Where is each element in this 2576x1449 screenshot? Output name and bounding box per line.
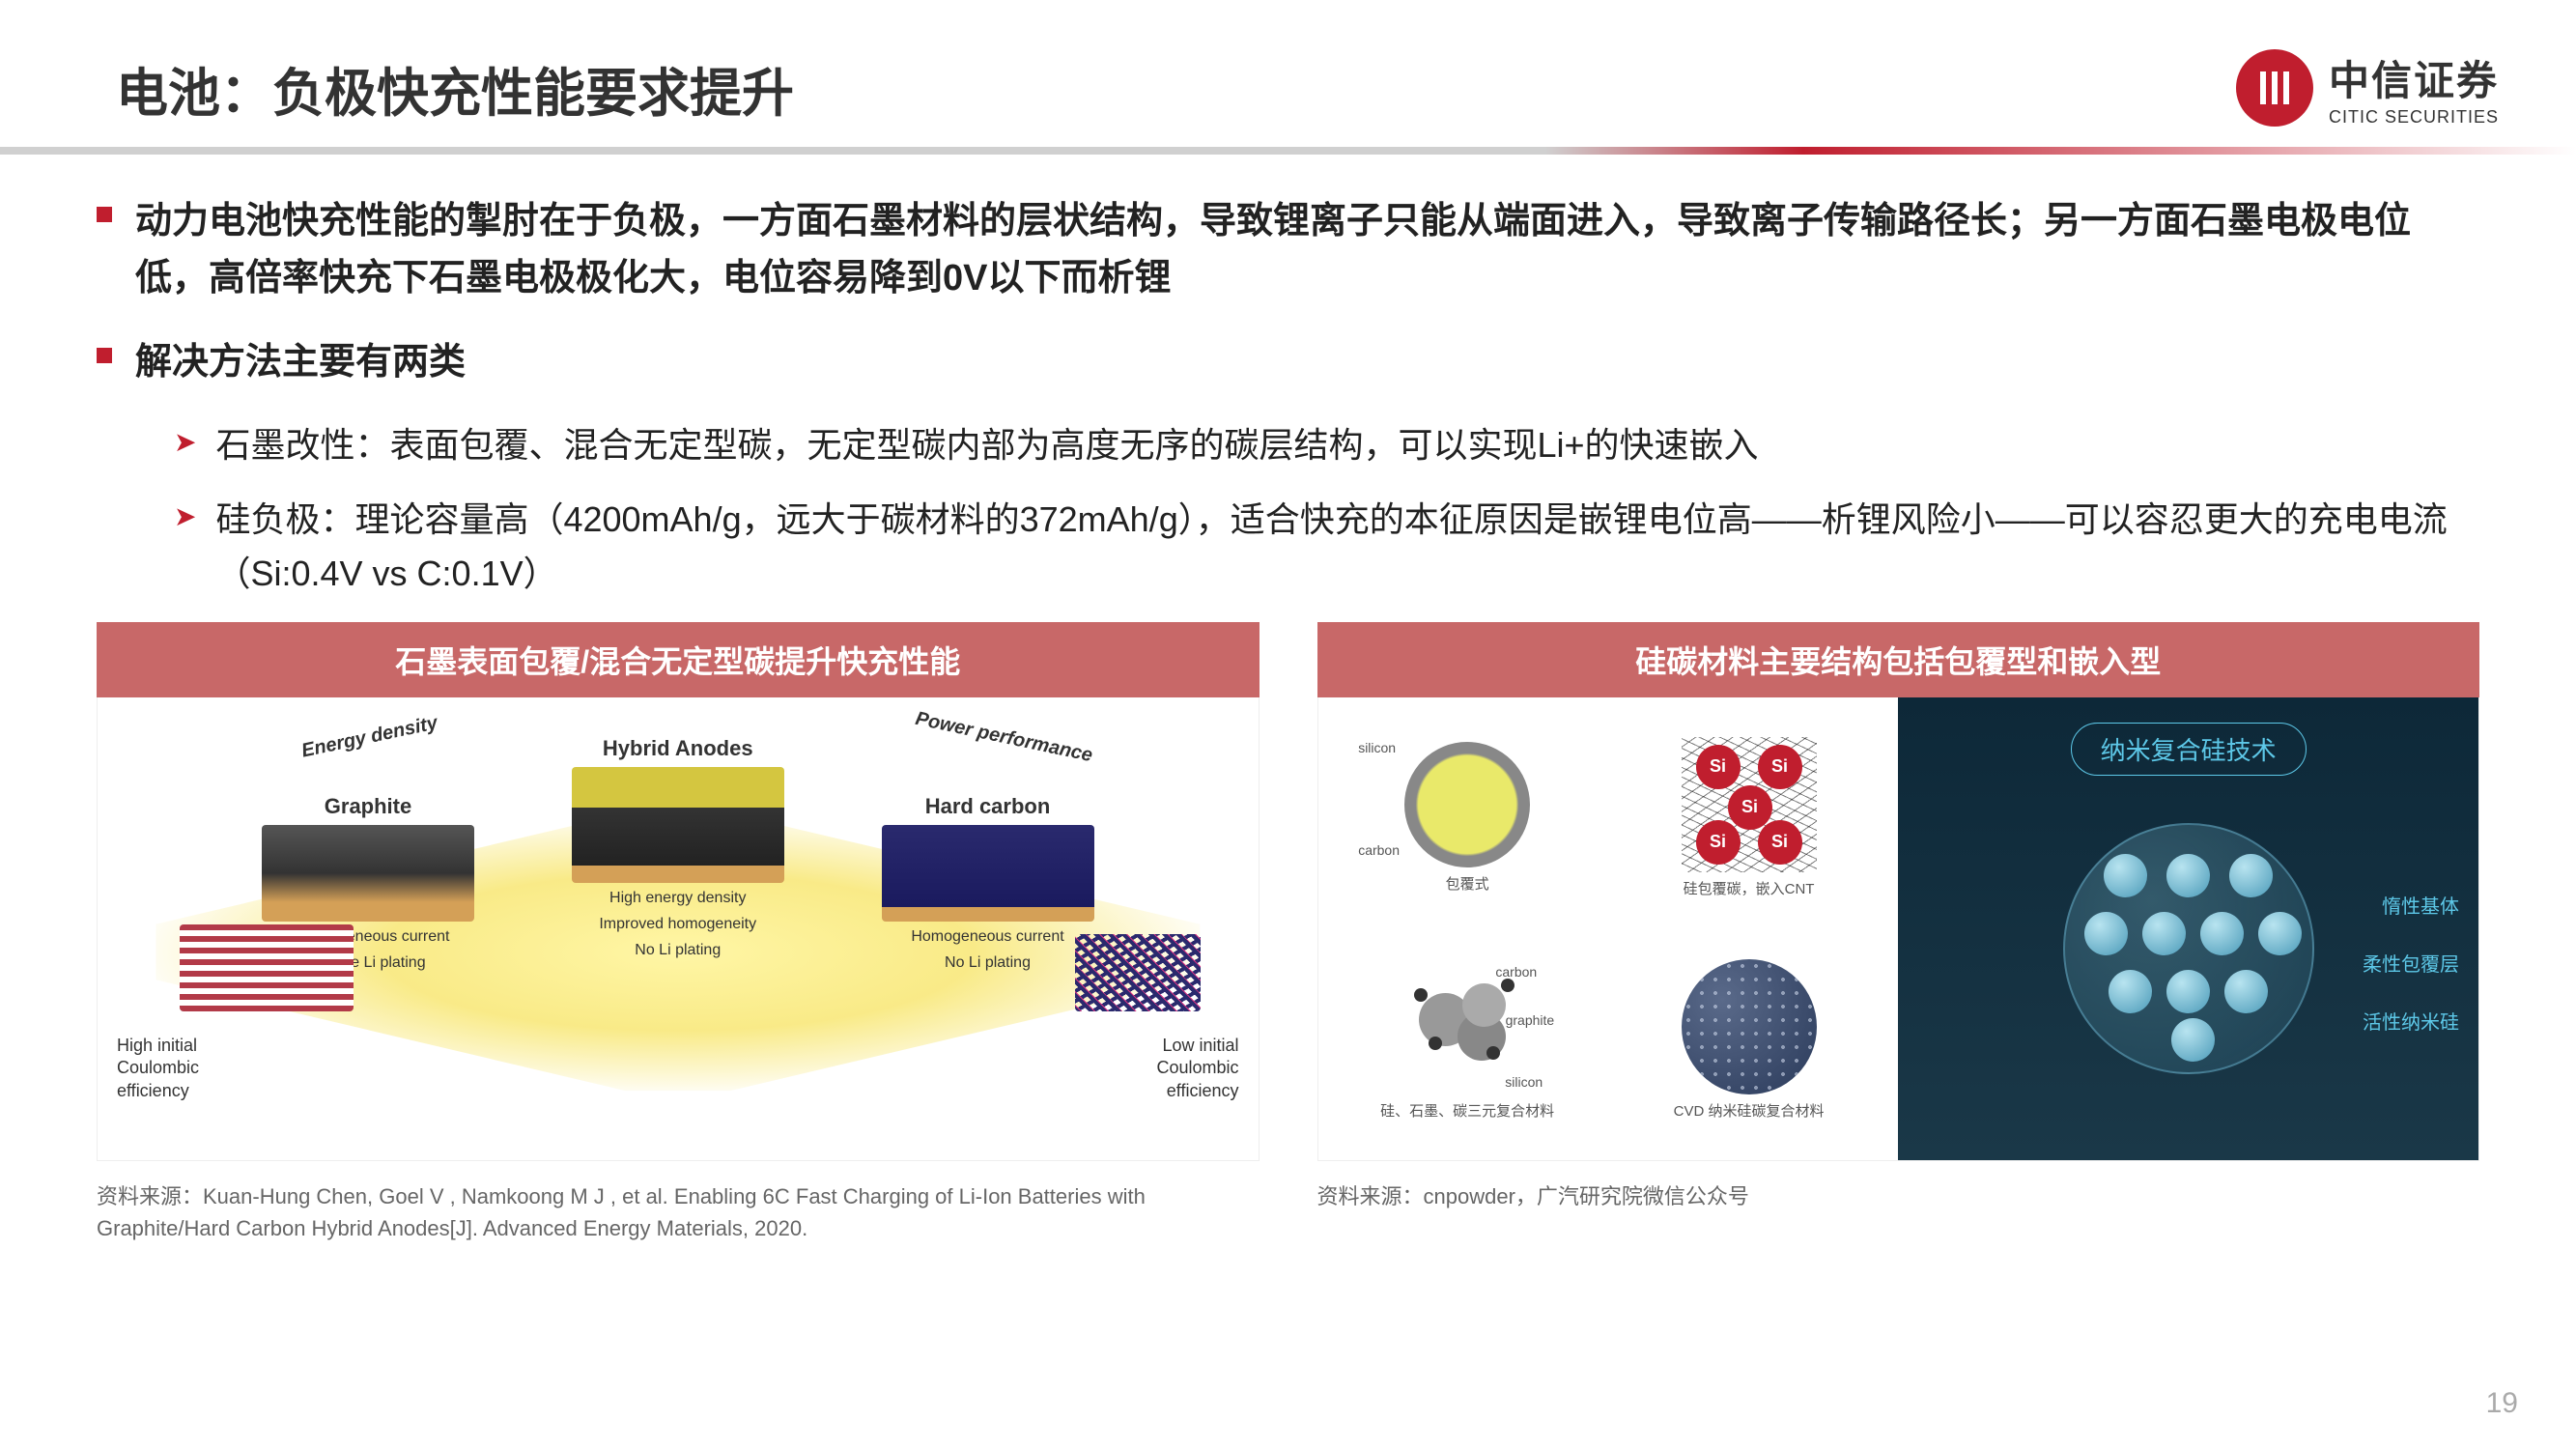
nano-composite-panel: 纳米复合硅技术 xyxy=(1898,697,2478,1160)
sub-bullet-1: ➤ 石墨改性：表面包覆、混合无定型碳，无定型碳内部为高度无序的碳层结构，可以实现… xyxy=(174,418,2479,472)
label-silicon: silicon xyxy=(1505,1074,1543,1090)
sub-bullet-2-text: 硅负极：理论容量高（4200mAh/g，远大于碳材料的372mAh/g），适合快… xyxy=(215,493,2479,601)
figure-left: 石墨表面包覆/混合无定型碳提升快充性能 Energy density Power… xyxy=(97,622,1260,1244)
bullet-2-text: 解决方法主要有两类 xyxy=(135,334,466,391)
bullet-marker-icon xyxy=(97,207,112,222)
cell-cvd: CVD 纳米硅碳复合材料 xyxy=(1613,934,1884,1148)
cell-coreshell: silicon carbon 包覆式 xyxy=(1332,711,1603,924)
cell2-caption: 硅包覆碳，嵌入CNT xyxy=(1684,878,1815,898)
si-structures-grid: silicon carbon 包覆式 Si Si Si xyxy=(1318,697,1899,1160)
figure-right: 硅碳材料主要结构包括包覆型和嵌入型 silicon carbon 包覆式 xyxy=(1317,622,2480,1244)
label-silicon: silicon xyxy=(1358,740,1396,755)
chevron-right-icon: ➤ xyxy=(174,426,196,458)
si-cnt-illustration: Si Si Si Si Si xyxy=(1682,737,1817,872)
header: 电池：负极快充性能要求提升 中信证券 CITIC SECURITIES xyxy=(0,0,2576,147)
nano-title: 纳米复合硅技术 xyxy=(2071,723,2307,776)
arc-label-left: Energy density xyxy=(299,712,439,762)
sub-bullet-1-text: 石墨改性：表面包覆、混合无定型碳，无定型碳内部为高度无序的碳层结构，可以实现Li… xyxy=(215,418,1758,472)
cell3-caption: 硅、石墨、碳三元复合材料 xyxy=(1380,1100,1554,1121)
nano-label-1: 惰性基体 xyxy=(2382,891,2459,919)
nano-label-3: 活性纳米硅 xyxy=(2363,1007,2459,1035)
figure-left-body: Energy density Power performance Graphit… xyxy=(97,697,1260,1161)
figure-right-title: 硅碳材料主要结构包括包覆型和嵌入型 xyxy=(1317,622,2480,697)
hybrid-cap1: High energy density xyxy=(572,889,784,909)
arc-label-right: Power performance xyxy=(913,708,1093,767)
cell4-caption: CVD 纳米硅碳复合材料 xyxy=(1674,1100,1825,1121)
cvd-illustration xyxy=(1682,959,1817,1094)
cell-ternary: carbon graphite silicon 硅、石墨、碳三元复合材料 xyxy=(1332,934,1603,1148)
figures-row: 石墨表面包覆/混合无定型碳提升快充性能 Energy density Power… xyxy=(97,622,2479,1244)
hybrid-illustration xyxy=(572,767,784,883)
hardcarbon-block: Hard carbon Homogeneous current No Li pl… xyxy=(882,794,1094,974)
figure-right-source: 资料来源：cnpowder，广汽研究院微信公众号 xyxy=(1317,1180,2480,1212)
label-carbon: carbon xyxy=(1358,842,1400,858)
graphite-label: Graphite xyxy=(262,794,474,819)
content: 动力电池快充性能的掣肘在于负极，一方面石墨材料的层状结构，导致锂离子只能从端面进… xyxy=(0,155,2576,1244)
hardcarbon-label: Hard carbon xyxy=(882,794,1094,819)
logo-en: CITIC SECURITIES xyxy=(2329,107,2499,128)
figure-left-title: 石墨表面包覆/混合无定型碳提升快充性能 xyxy=(97,622,1260,697)
bullet-2: 解决方法主要有两类 xyxy=(97,334,2479,391)
cell1-caption: 包覆式 xyxy=(1446,873,1489,894)
graphite-illustration xyxy=(262,825,474,922)
label-carbon: carbon xyxy=(1495,964,1537,980)
cell-si-cnt: Si Si Si Si Si 硅包覆碳，嵌入CNT xyxy=(1613,711,1884,924)
label-graphite: graphite xyxy=(1506,1012,1555,1028)
hardcarbon-fragments xyxy=(1075,934,1201,1011)
bullet-1-text: 动力电池快充性能的掣肘在于负极，一方面石墨材料的层状结构，导致锂离子只能从端面进… xyxy=(135,193,2479,307)
page-title: 电池：负极快充性能要求提升 xyxy=(116,50,794,127)
slide: 电池：负极快充性能要求提升 中信证券 CITIC SECURITIES 动力电池… xyxy=(0,0,2576,1449)
header-divider xyxy=(0,147,2576,155)
graphite-layers-illustration xyxy=(180,924,354,1011)
logo: 中信证券 CITIC SECURITIES xyxy=(2236,48,2499,128)
nano-label-2: 柔性包覆层 xyxy=(2363,949,2459,977)
hybrid-label: Hybrid Anodes xyxy=(572,736,784,761)
hybrid-cap2: Improved homogeneity xyxy=(572,915,784,935)
logo-text: 中信证券 CITIC SECURITIES xyxy=(2329,48,2499,128)
graphite-layers xyxy=(180,924,354,1011)
logo-cn: 中信证券 xyxy=(2329,48,2499,107)
hardcarbon-cap2: No Li plating xyxy=(882,953,1094,974)
hardcarbon-fragments-illustration xyxy=(1075,934,1201,1011)
nano-circle-illustration xyxy=(2063,823,2314,1074)
figure-right-body: silicon carbon 包覆式 Si Si Si xyxy=(1317,697,2480,1161)
logo-icon xyxy=(2236,49,2313,127)
hardcarbon-cap1: Homogeneous current xyxy=(882,927,1094,948)
coreshell-illustration xyxy=(1404,742,1530,867)
chevron-right-icon: ➤ xyxy=(174,500,196,532)
hybrid-block: Hybrid Anodes High energy density Improv… xyxy=(572,736,784,960)
bullet-marker-icon xyxy=(97,348,112,363)
page-number: 19 xyxy=(2486,1387,2518,1420)
hybrid-cap3: No Li plating xyxy=(572,941,784,961)
sub-bullets: ➤ 石墨改性：表面包覆、混合无定型碳，无定型碳内部为高度无序的碳层结构，可以实现… xyxy=(174,418,2479,601)
figure-left-source: 资料来源：Kuan-Hung Chen, Goel V , Namkoong M… xyxy=(97,1180,1260,1244)
side-label-left: High initial Coulombic efficiency xyxy=(117,1035,199,1102)
bullet-1: 动力电池快充性能的掣肘在于负极，一方面石墨材料的层状结构，导致锂离子只能从端面进… xyxy=(97,193,2479,307)
sub-bullet-2: ➤ 硅负极：理论容量高（4200mAh/g，远大于碳材料的372mAh/g），适… xyxy=(174,493,2479,601)
side-label-right: Low initial Coulombic efficiency xyxy=(1156,1035,1238,1102)
hardcarbon-illustration xyxy=(882,825,1094,922)
ternary-illustration: carbon graphite silicon xyxy=(1400,959,1535,1094)
